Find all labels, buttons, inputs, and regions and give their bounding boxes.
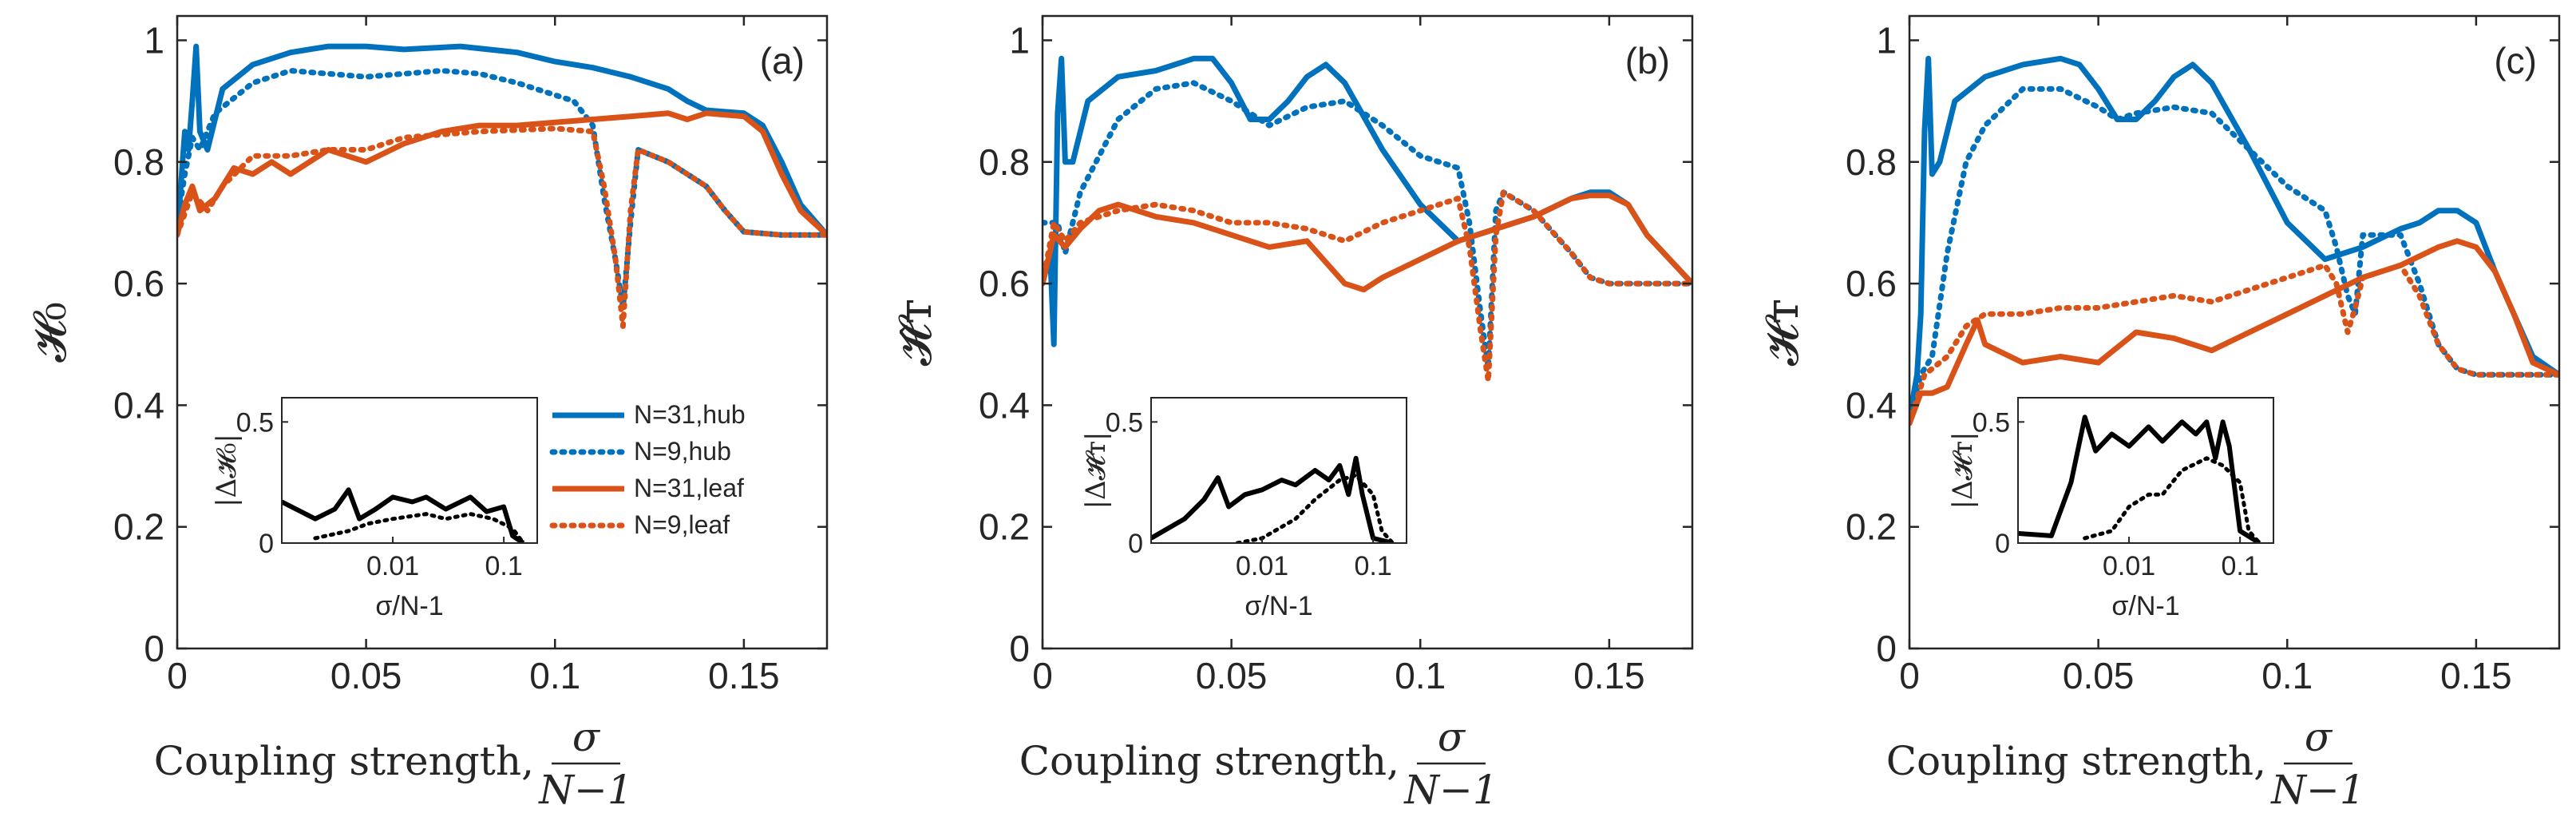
inset-x-tick-label: 0.1 <box>2222 551 2259 581</box>
inset-x-axis-label: σ/N-1 <box>1244 591 1312 621</box>
y-tick-label: 1 <box>1009 19 1030 61</box>
inset-frame <box>2017 397 2274 544</box>
panel-label: (b) <box>1625 40 1670 81</box>
x-tick-label: 0 <box>1032 655 1053 696</box>
legend-background <box>548 398 811 561</box>
inset-x-tick-label: 0.1 <box>1355 551 1392 581</box>
y-tick-label: 0.8 <box>979 141 1030 183</box>
x-tick-label: 0.15 <box>2440 655 2512 696</box>
legend-label: N=9,leaf <box>634 510 730 539</box>
legend: N=31,hub N=9,hub N=31,leaf N=9,leaf <box>548 398 811 561</box>
inset-x-tick-label: 0.01 <box>1236 551 1288 581</box>
inset-y-tick-label: 0.5 <box>1973 407 2010 438</box>
y-tick-label: 0.4 <box>1846 384 1897 426</box>
series-line-n-31-leaf <box>1043 192 1692 293</box>
inset-y-tick-label: 0.5 <box>1106 407 1143 438</box>
x-axis-label: Coupling strength, <box>154 738 534 784</box>
inset-series-line-solid <box>1151 455 1394 543</box>
inset-x-tick-label: 0.1 <box>485 551 523 581</box>
x-tick-label: 0.05 <box>1196 655 1268 696</box>
x-axis-label-numerator: σ <box>1438 714 1466 760</box>
panel-b: 0 0.05 0.1 0.15 0 0.2 0.4 0.6 0.8 1 (b) 𝓗̂ᴛ Coupling… <box>888 14 1694 813</box>
legend-label: N=31,leaf <box>634 474 744 502</box>
y-tick-label: 0.8 <box>1846 141 1897 183</box>
series-line-n-9-hub <box>177 68 827 311</box>
inset-series-line-dotted <box>2083 456 2262 543</box>
x-tick-label: 0.05 <box>2063 655 2135 696</box>
y-axis-label: 𝓗̂ᴛ <box>888 299 942 366</box>
legend-label: N=31,hub <box>634 400 746 429</box>
panel-label: (c) <box>2494 40 2537 81</box>
inset-y-axis-label: |Δ𝓗ᴛ| <box>1947 432 1979 510</box>
inset-x-tick-label: 0.01 <box>366 551 419 581</box>
inset-y-tick-label: 0 <box>259 529 274 559</box>
inset-frame <box>281 397 538 544</box>
y-tick-label: 0 <box>144 628 164 669</box>
series-line-n-9-leaf <box>177 125 827 329</box>
x-axis-label: Coupling strength, <box>1886 738 2266 784</box>
series-line-n-9-leaf <box>1043 189 1692 384</box>
inset-x-tick-label: 0.01 <box>2103 551 2155 581</box>
x-axis-label-denominator: N−1 <box>538 767 632 813</box>
inset-plot: 0.01 0.1 0 0.5 σ/N-1 |Δ𝓗₀| <box>211 397 538 621</box>
y-tick-label: 0.6 <box>113 263 164 304</box>
inset-y-tick-label: 0 <box>1995 529 2010 559</box>
legend-label: N=9,hub <box>634 437 731 466</box>
inset-plot: 0.01 0.1 0 0.5 σ/N-1 |Δ𝓗̂ᴛ| <box>1080 397 1407 621</box>
y-tick-label: 0.2 <box>113 506 164 548</box>
y-tick-label: 0.8 <box>113 141 164 183</box>
inset-series-line-solid <box>2018 414 2261 543</box>
series-line-n-31-hub <box>1909 55 2559 418</box>
panel-a: 0 0.05 0.1 0.15 0 0.2 0.4 0.6 0.8 1 (a) 𝓗₀ Coupling … <box>22 14 829 813</box>
y-tick-label: 0.6 <box>1846 263 1897 304</box>
y-tick-label: 0.4 <box>113 384 164 426</box>
inset-x-axis-label: σ/N-1 <box>2111 591 2179 621</box>
x-tick-label: 0.1 <box>1395 655 1446 696</box>
panel-label: (a) <box>760 40 805 81</box>
inset-x-axis-label: σ/N-1 <box>375 591 443 621</box>
y-tick-label: 0.2 <box>979 506 1030 548</box>
inset-y-axis-label: |Δ𝓗̂ᴛ| <box>1080 432 1112 510</box>
inset-plot: 0.01 0.1 0 0.5 σ/N-1 |Δ𝓗ᴛ| <box>1947 397 2274 621</box>
x-axis-label: Coupling strength, <box>1019 738 1399 784</box>
x-tick-label: 0 <box>1899 655 1920 696</box>
x-tick-label: 0.1 <box>529 655 580 696</box>
axis-frame <box>176 14 829 650</box>
inset-series-line-dotted <box>1235 473 1395 543</box>
x-tick-label: 0 <box>167 655 188 696</box>
series-line-n-31-leaf <box>1909 238 2559 425</box>
axis-frame <box>1041 14 1694 650</box>
x-tick-label: 0.05 <box>330 655 402 696</box>
y-tick-label: 1 <box>144 19 164 61</box>
inset-y-tick-label: 0.5 <box>236 407 274 438</box>
x-axis-label-numerator: σ <box>572 714 601 760</box>
inset-series-line-solid <box>282 487 525 543</box>
x-axis-label-denominator: N−1 <box>1403 767 1498 813</box>
y-tick-label: 0.4 <box>979 384 1030 426</box>
y-axis-label: 𝓗₀ <box>22 302 77 363</box>
x-tick-label: 0.15 <box>708 655 780 696</box>
inset-background <box>282 398 537 543</box>
series-line-n-31-hub <box>177 43 827 237</box>
x-axis-label-denominator: N−1 <box>2270 767 2364 813</box>
x-tick-label: 0.1 <box>2261 655 2313 696</box>
x-axis-label-numerator: σ <box>2305 714 2333 760</box>
inset-background <box>1151 398 1407 543</box>
y-tick-label: 1 <box>1876 19 1897 61</box>
y-tick-label: 0 <box>1876 628 1897 669</box>
x-tick-label: 0.15 <box>1573 655 1645 696</box>
inset-y-tick-label: 0 <box>1128 529 1143 559</box>
y-tick-label: 0.2 <box>1846 506 1897 548</box>
y-axis-label: 𝓗ᴛ <box>1755 299 1809 366</box>
inset-frame <box>1150 397 1407 544</box>
y-tick-label: 0 <box>1009 628 1030 669</box>
series-line-n-9-leaf <box>1909 262 2559 426</box>
axis-frame <box>1908 14 2561 650</box>
panel-c: 0 0.05 0.1 0.15 0 0.2 0.4 0.6 0.8 1 (c) 𝓗ᴛ Coupling … <box>1755 14 2561 813</box>
y-tick-label: 0.6 <box>979 263 1030 304</box>
inset-series-line-dotted <box>313 512 526 543</box>
inset-y-axis-label: |Δ𝓗₀| <box>211 434 243 507</box>
